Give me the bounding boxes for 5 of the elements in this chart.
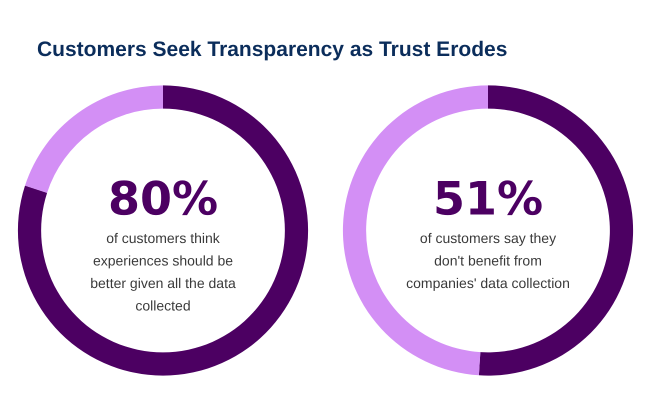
text: of customers think experiences should be better given all the data collected	[90, 230, 236, 314]
text: of customers say they don't benefit from companies' data collection	[406, 230, 570, 291]
data-label: 80%	[108, 172, 218, 226]
data-label: 51%	[432, 172, 544, 226]
chart-title: Customers Seek Transparency as Trust Erodes	[37, 37, 508, 63]
